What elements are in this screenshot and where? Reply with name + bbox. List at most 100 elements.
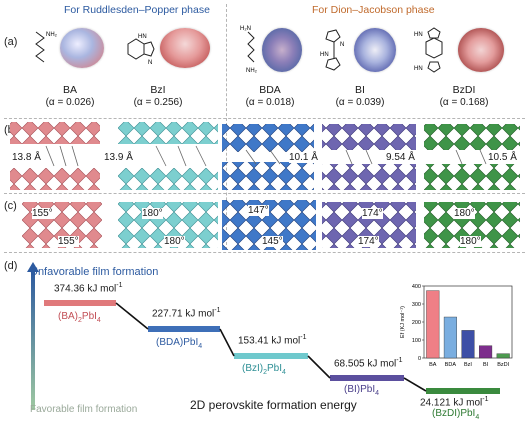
- phase-sub: 4: [198, 343, 203, 350]
- panel-label-c: (c): [4, 200, 17, 212]
- bzdi-esp-surface-icon: [458, 28, 504, 72]
- inset-bar-bi: [479, 345, 493, 359]
- inset-bar-chart: 0 100 200 300 400 Ef (KJ mol⁻¹) BA BDA BzI BI BzDI: [400, 284, 513, 368]
- phase-label-bi: (BI)PbI4: [344, 384, 379, 397]
- phase-sub: 4: [282, 369, 286, 376]
- phase-sub: 4: [96, 317, 101, 324]
- molecule-name: BzI: [150, 84, 166, 96]
- molecule-alpha: (α = 0.039): [335, 97, 385, 108]
- energy-unit: kJ mol: [185, 308, 215, 320]
- tilt-angle-top: 180°: [142, 208, 163, 219]
- energy-level-bar-ba: [44, 300, 116, 306]
- inset-bar-bzdi: [496, 353, 510, 359]
- energy-unit: kJ mol: [453, 397, 483, 409]
- unfavorable-label: Unfavorable film formation: [30, 266, 159, 278]
- phase-text: (BA): [58, 311, 78, 322]
- inset-x-tick-label: BzDI: [497, 362, 509, 368]
- phase-label-bzi: (BzI)2PbI4: [242, 363, 286, 376]
- energy-value-bzdi: 24.121 kJ mol-1: [420, 396, 489, 408]
- dj-phase-header: For Dion–Jacobson phase: [312, 4, 435, 16]
- inset-y-tick-label: 200: [412, 320, 421, 326]
- rp-phase-header: For Ruddlesden–Popper phase: [64, 4, 210, 16]
- phase-sub: 4: [475, 414, 480, 421]
- energy-value: 227.71: [152, 308, 183, 320]
- molecule-name: BDA: [259, 84, 281, 96]
- energy-level-bar-bda: [148, 326, 220, 332]
- molecule-alpha: (α = 0.018): [245, 97, 295, 108]
- panel-label-d: (d): [4, 260, 18, 272]
- ba-esp-surface-icon: [60, 28, 104, 68]
- energy-level-bar-bzi: [234, 353, 308, 359]
- interlayer-spacing: 13.9 Å: [104, 152, 133, 163]
- phase-rest: PbI: [81, 311, 97, 322]
- phase-label-bzdi: (BzDI)PbI4: [432, 408, 479, 421]
- phase-text: (BDA)PbI: [156, 337, 199, 348]
- interlayer-spacing: 10.5 Å: [488, 152, 517, 163]
- interlayer-spacing: 9.54 Å: [386, 152, 415, 163]
- tilt-angle-top: 155°: [32, 208, 53, 219]
- energy-unit: kJ mol: [87, 283, 117, 295]
- tilt-angle-bottom: 145°: [262, 236, 283, 247]
- svg-text:NH₂: NH₂: [246, 68, 258, 74]
- inset-x-tick-label: BA: [429, 362, 437, 368]
- phase-rest: PbI: [267, 363, 283, 374]
- energy-unit-sup: -1: [482, 396, 489, 403]
- tilt-angle-bottom: 180°: [164, 236, 185, 247]
- phase-text: (BzDI)PbI: [432, 408, 476, 419]
- phase-sub: 4: [375, 390, 380, 397]
- phase-text: (BI)PbI: [344, 384, 376, 395]
- row-divider-d: [4, 252, 525, 253]
- energy-unit-sup: -1: [396, 357, 403, 364]
- inset-bar-bda: [443, 316, 457, 359]
- inset-x-tick-label: BI: [483, 362, 489, 368]
- energy-value: 153.41: [238, 335, 269, 347]
- energy-axis-title: 2D perovskite formation energy: [190, 398, 357, 412]
- inset-y-tick-label: 400: [412, 284, 421, 290]
- crystal-structures-panel: [10, 122, 520, 190]
- tilt-angle-top: 147°: [248, 205, 269, 216]
- molecule-alpha: (α = 0.026): [45, 97, 95, 108]
- molecule-name: BzDI: [452, 84, 476, 96]
- inset-y-axis-label: Ef (KJ mol⁻¹): [400, 306, 406, 338]
- phase-label-ba: (BA)2PbI4: [58, 311, 101, 324]
- phase-label-bda: (BDA)PbI4: [156, 337, 202, 350]
- bzi-esp-surface-icon: [160, 28, 210, 68]
- inset-x-tick-label: BzI: [464, 362, 472, 368]
- row-divider-b: [4, 118, 525, 119]
- phase-text: (BzI): [242, 363, 264, 374]
- bi-structure-icon: N HN: [320, 29, 344, 71]
- energy-unit: kJ mol: [271, 335, 301, 347]
- energy-level-bar-bi: [330, 375, 404, 381]
- energy-value: 68.505: [334, 358, 365, 370]
- energy-value-bda: 227.71 kJ mol-1: [152, 307, 221, 319]
- svg-text:HN: HN: [138, 34, 147, 40]
- energy-unit: kJ mol: [367, 358, 397, 370]
- energy-value-ba: 374.36 kJ mol-1: [54, 282, 123, 294]
- row-divider-c: [4, 193, 525, 194]
- svg-text:NH₂: NH₂: [46, 32, 58, 38]
- interlayer-spacing: 13.8 Å: [12, 152, 41, 163]
- tilt-angle-bottom: 155°: [58, 236, 79, 247]
- tilt-angle-bottom: 174°: [358, 236, 379, 247]
- svg-text:HN: HN: [414, 66, 423, 72]
- energy-unit-sup: -1: [300, 334, 307, 341]
- molecule-alpha: (α = 0.256): [133, 97, 183, 108]
- bda-esp-surface-icon: [262, 28, 302, 72]
- inset-y-tick-label: 300: [412, 302, 421, 308]
- bda-structure-icon: H₂N NH₂: [240, 26, 258, 74]
- energy-unit-sup: -1: [214, 307, 221, 314]
- energy-value-bi: 68.505 kJ mol-1: [334, 357, 403, 369]
- tilt-angle-top: 174°: [362, 208, 383, 219]
- molecule-alpha: (α = 0.168): [439, 97, 489, 108]
- ba-structure-icon: NH₂: [35, 31, 58, 63]
- energy-value: 374.36: [54, 283, 85, 295]
- energy-value-bzi: 153.41 kJ mol-1: [238, 334, 307, 346]
- molecule-name: BI: [355, 84, 365, 96]
- bi-esp-surface-icon: [354, 28, 396, 72]
- energy-level-bar-bzdi: [426, 388, 500, 394]
- panel-label-a: (a): [4, 36, 18, 48]
- energy-axis-arrow: [27, 262, 39, 410]
- svg-text:N: N: [148, 60, 152, 66]
- tilt-angle-bottom: 180°: [460, 236, 481, 247]
